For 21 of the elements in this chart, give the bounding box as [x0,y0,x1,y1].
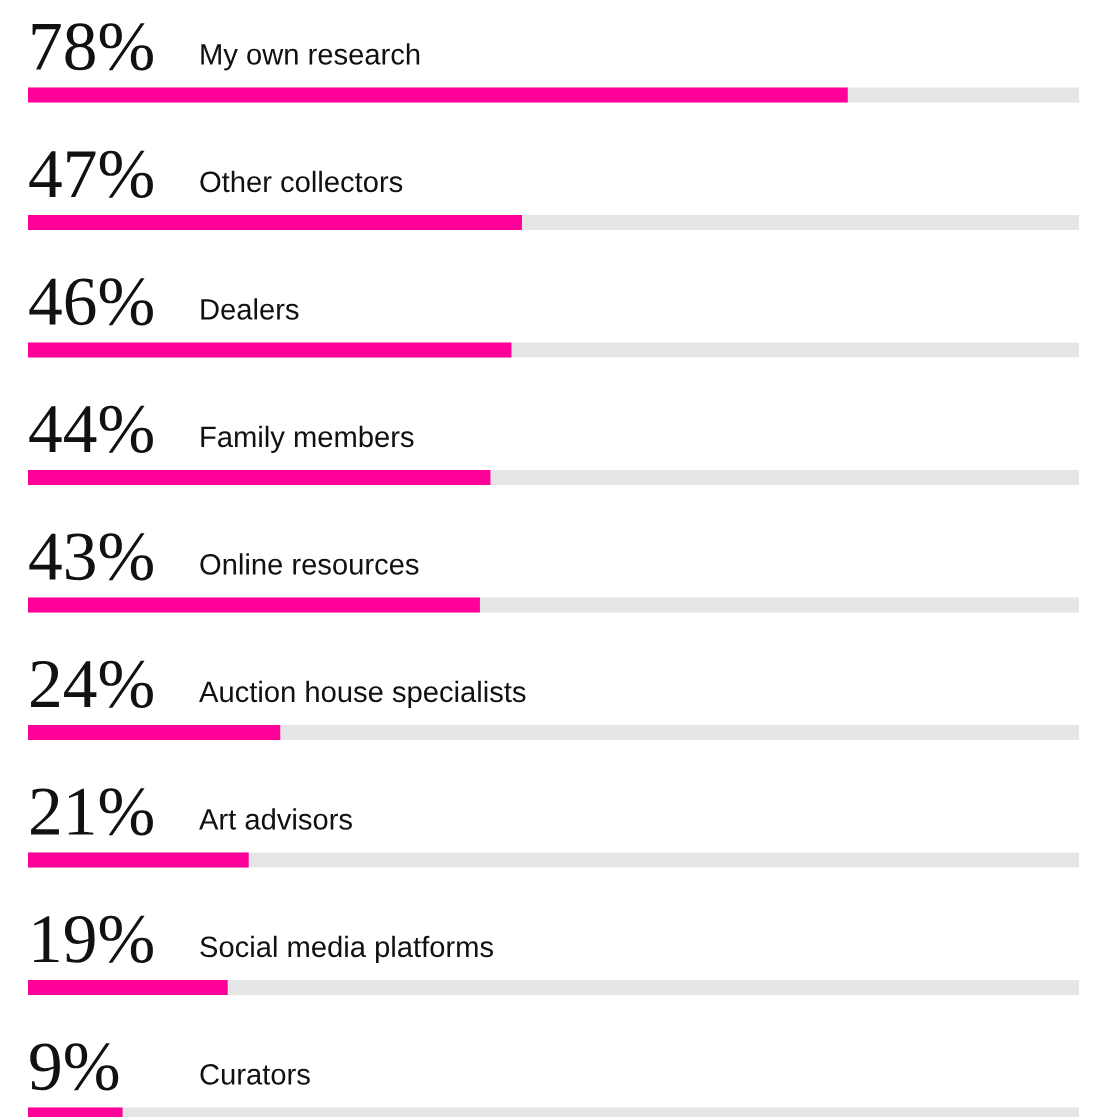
y-tick-label: Family members [201,425,414,453]
y-tick-label: Other collectors [200,170,403,193]
data-label: 24% [31,660,153,708]
data-label: 46% [29,278,153,326]
data-label: 9% [30,1043,119,1091]
data-label: 21% [31,788,153,836]
bar [28,980,228,995]
y-tick-label: Online resources [200,553,419,575]
bar [28,725,281,740]
bar [28,852,249,868]
y-tick-label: Art advisors [199,808,352,830]
data-label: 19% [34,915,153,963]
y-tick-label: Dealers [201,298,299,320]
y-tick-label: Auction house specialists [199,680,526,708]
y-tick-label: Curators [200,1064,310,1085]
data-label: 43% [29,533,153,581]
data-label: 78% [32,23,153,71]
y-tick-label: My own research [201,43,420,71]
data-label: 47% [29,150,153,198]
y-tick-label: Social media platforms [200,935,493,963]
data-label: 44% [29,405,153,453]
